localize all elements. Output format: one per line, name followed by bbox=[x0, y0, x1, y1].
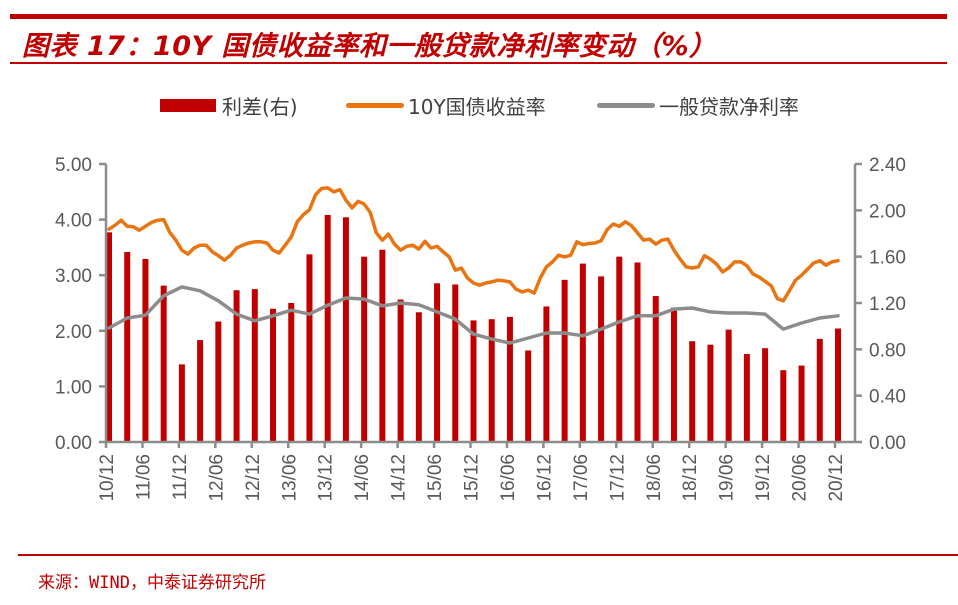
bar-spread-19-09 bbox=[743, 353, 750, 442]
legend-item-spread: 利差(右) bbox=[160, 90, 298, 120]
x-tick-label: 15/06 bbox=[425, 454, 446, 502]
x-tick-label: 20/06 bbox=[790, 454, 811, 502]
bar-spread-17-03 bbox=[561, 279, 568, 442]
x-tick-label: 17/06 bbox=[571, 454, 592, 502]
legend-swatch-10y bbox=[346, 102, 404, 108]
bar-spread-15-06 bbox=[434, 283, 441, 442]
bar-spread-15-03 bbox=[415, 312, 422, 442]
bar-spread-17-06 bbox=[579, 263, 586, 442]
bar-spread-14-06 bbox=[361, 256, 368, 442]
x-tick-label: 12/06 bbox=[206, 454, 227, 502]
bar-spread-17-12 bbox=[616, 256, 623, 442]
legend-swatch-spread bbox=[160, 98, 216, 112]
x-tick-label: 18/12 bbox=[680, 454, 701, 502]
bar-spread-14-09 bbox=[379, 249, 386, 442]
x-tick-label: 19/06 bbox=[717, 454, 738, 502]
bar-spread-18-03 bbox=[634, 262, 641, 442]
bar-spread-10-12 bbox=[106, 232, 112, 442]
bar-spread-11-09 bbox=[160, 285, 167, 442]
bar-spread-13-06 bbox=[288, 303, 295, 442]
source-note: 来源：WIND，中泰证券研究所 bbox=[38, 573, 266, 593]
bar-spread-13-12 bbox=[324, 214, 331, 442]
bar-spread-20-03 bbox=[780, 370, 787, 442]
bar-spread-19-03 bbox=[707, 344, 714, 442]
legend: 利差(右) 10Y国债收益率 一般贷款净利率 bbox=[0, 90, 958, 120]
bar-spread-20-09 bbox=[816, 338, 823, 442]
left-tick-label: 2.00 bbox=[55, 322, 92, 343]
right-tick-label: 0.00 bbox=[869, 433, 906, 454]
x-tick-label: 15/12 bbox=[462, 454, 483, 502]
bar-spread-12-09 bbox=[233, 290, 240, 442]
left-tick-label: 0.00 bbox=[55, 433, 92, 454]
bar-spread-18-12 bbox=[689, 341, 696, 442]
x-tick-label: 12/12 bbox=[243, 454, 264, 502]
legend-item-loan: 一般贷款净利率 bbox=[597, 90, 799, 120]
title-rule bbox=[10, 62, 947, 64]
left-tick-label: 4.00 bbox=[55, 211, 92, 232]
x-tick-label: 14/12 bbox=[389, 454, 410, 502]
bar-spread-13-09 bbox=[306, 254, 313, 442]
x-tick-label: 11/12 bbox=[170, 454, 191, 500]
left-tick-label: 5.00 bbox=[55, 155, 92, 176]
bar-spread-16-03 bbox=[488, 319, 495, 442]
left-tick-label: 3.00 bbox=[55, 266, 92, 287]
bar-spread-17-09 bbox=[598, 276, 605, 442]
x-tick-label: 13/06 bbox=[279, 454, 300, 502]
x-tick-label: 11/06 bbox=[133, 454, 154, 500]
right-tick-label: 0.40 bbox=[869, 387, 906, 408]
legend-swatch-loan bbox=[597, 102, 655, 108]
right-tick-label: 2.00 bbox=[869, 201, 906, 222]
bar-spread-12-06 bbox=[215, 321, 222, 442]
bar-spread-13-03 bbox=[270, 308, 277, 442]
bar-spread-16-12 bbox=[543, 306, 550, 442]
bar-spread-16-09 bbox=[525, 350, 532, 442]
x-tick-label: 19/12 bbox=[753, 454, 774, 502]
bar-spread-19-06 bbox=[725, 329, 732, 442]
bar-spread-14-03 bbox=[342, 217, 349, 442]
bar-spread-20-06 bbox=[798, 365, 805, 442]
x-tick-label: 16/12 bbox=[534, 454, 555, 502]
bar-spread-12-03 bbox=[197, 340, 204, 442]
legend-label-spread: 利差(右) bbox=[222, 94, 298, 119]
chart-title: 图表 17：10Y 国债收益率和一般贷款净利率变动（%） bbox=[22, 31, 717, 62]
bar-spread-15-12 bbox=[470, 320, 477, 442]
legend-item-10y: 10Y国债收益率 bbox=[346, 90, 546, 120]
right-tick-label: 1.60 bbox=[869, 248, 906, 269]
x-tick-label: 18/06 bbox=[644, 454, 665, 502]
legend-label-10y: 10Y国债收益率 bbox=[408, 94, 546, 119]
top-rule bbox=[10, 14, 947, 19]
legend-label-loan: 一般贷款净利率 bbox=[659, 94, 799, 119]
x-tick-label: 20/12 bbox=[826, 454, 847, 502]
line-loan-net-rate bbox=[107, 285, 840, 345]
x-tick-label: 17/12 bbox=[607, 454, 628, 502]
right-tick-label: 1.20 bbox=[869, 294, 906, 315]
right-tick-label: 2.40 bbox=[869, 155, 906, 176]
bar-spread-12-12 bbox=[251, 289, 258, 442]
bar-spread-15-09 bbox=[452, 284, 459, 442]
bar-spread-18-09 bbox=[670, 307, 677, 442]
x-tick-label: 13/12 bbox=[316, 454, 337, 502]
x-tick-label: 10/12 bbox=[97, 454, 118, 502]
line-10y-yield bbox=[107, 186, 840, 303]
x-tick-label: 16/06 bbox=[498, 454, 519, 502]
x-tick-label: 14/06 bbox=[352, 454, 373, 502]
bar-spread-20-12 bbox=[835, 328, 841, 442]
bar-spread-18-06 bbox=[652, 296, 659, 442]
bar-spread-19-12 bbox=[762, 348, 769, 442]
bar-spread-11-12 bbox=[178, 364, 185, 442]
left-tick-label: 1.00 bbox=[55, 377, 92, 398]
right-tick-label: 0.80 bbox=[869, 340, 906, 361]
bottom-rule bbox=[18, 554, 958, 556]
bar-spread-14-12 bbox=[397, 299, 404, 442]
bar-spread-16-06 bbox=[506, 316, 513, 442]
bar-spread-11-03 bbox=[124, 252, 131, 442]
bar-spread-11-06 bbox=[142, 258, 149, 442]
